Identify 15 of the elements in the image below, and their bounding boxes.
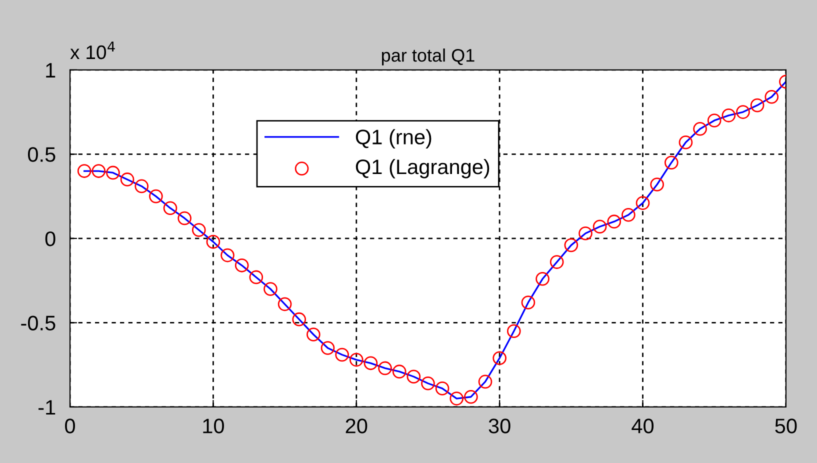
y-tick-label: 0.5 (28, 147, 56, 162)
x-tick-label: 40 (632, 418, 654, 434)
x-tick-label: 50 (775, 418, 797, 434)
chart-title: par total Q1 (382, 48, 474, 66)
x-tick-label: 30 (488, 418, 510, 434)
x-tick-label: 10 (203, 418, 224, 434)
y-tick-label: 1 (46, 63, 56, 78)
legend-label: Q1 (Lagrange) (356, 158, 490, 178)
text: x 10$^{4}$ (70, 42, 115, 60)
x-tick-label: 0 (65, 418, 75, 434)
y-tick-label: 0 (45, 231, 56, 246)
x-tick-label: 20 (346, 418, 368, 434)
y-tick-label: -1 (38, 400, 56, 415)
legend-label: Q1 (rne) (356, 129, 432, 149)
y-tick-label: -0.5 (21, 316, 56, 330)
